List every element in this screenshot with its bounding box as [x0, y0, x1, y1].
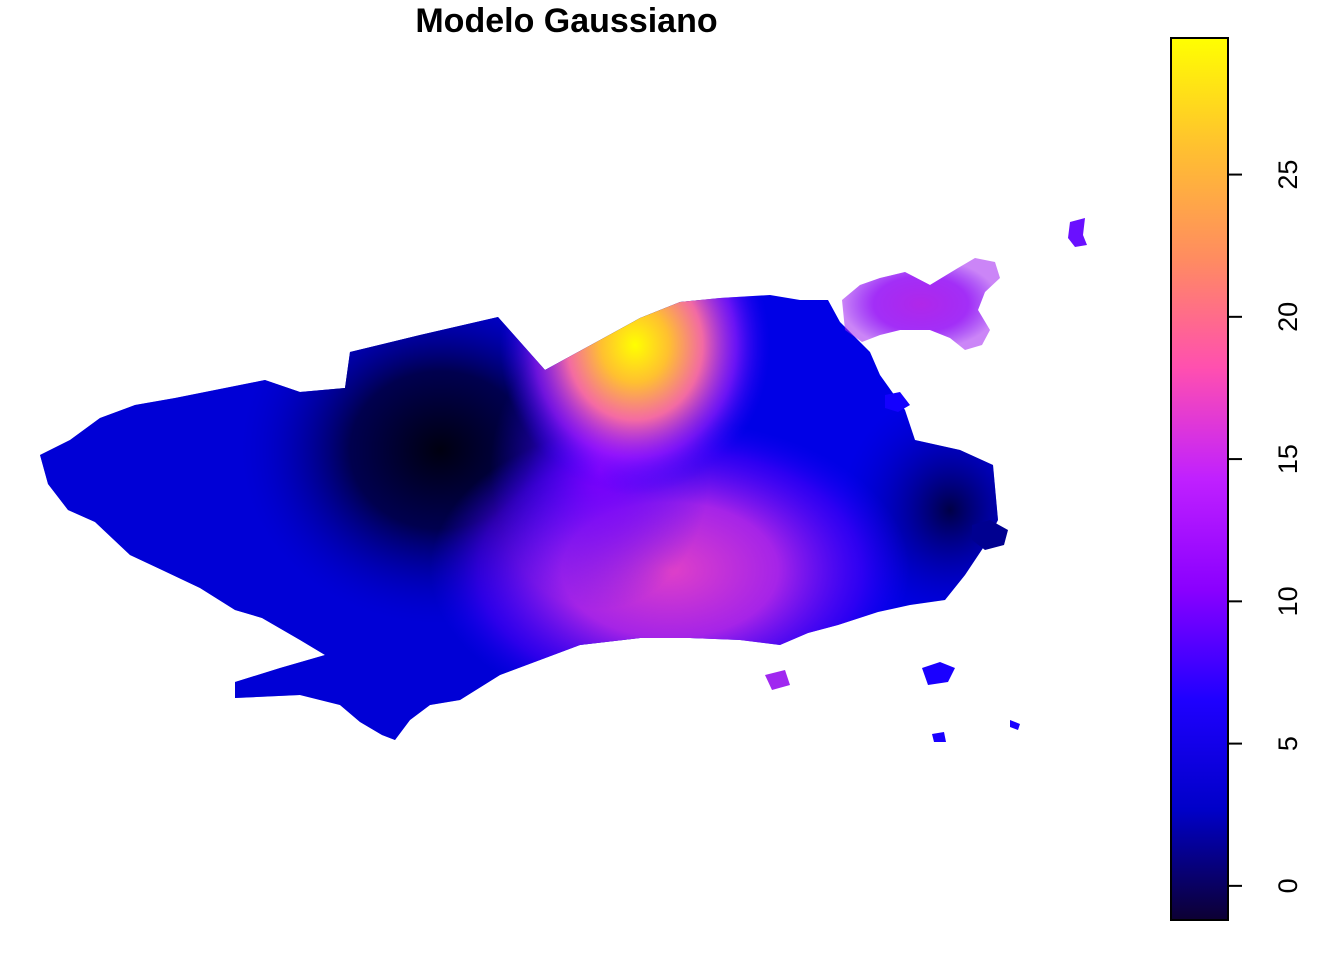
legend-tick-label-0: 0	[1273, 878, 1303, 893]
legend-colorbar	[1170, 37, 1229, 921]
island-south-coast	[765, 670, 790, 690]
legend-ticks: 0 5 10 15 20 25	[1228, 160, 1303, 893]
island-e	[972, 520, 1008, 550]
page-title: Modelo Gaussiano	[415, 2, 718, 40]
island-bay	[885, 392, 910, 412]
high-value-zone	[500, 295, 770, 495]
island-se	[922, 662, 955, 685]
island-ne	[1068, 218, 1087, 247]
legend-tick-label-10: 10	[1273, 586, 1303, 616]
legend-tick-label-25: 25	[1273, 160, 1303, 190]
island-s2	[1010, 720, 1020, 730]
color-legend: 0 5 10 15 20 25	[1170, 37, 1303, 921]
legend-tick-label-5: 5	[1273, 736, 1303, 751]
island-s	[932, 732, 946, 742]
legend-tick-label-15: 15	[1273, 444, 1303, 474]
legend-tick-label-20: 20	[1273, 302, 1303, 332]
